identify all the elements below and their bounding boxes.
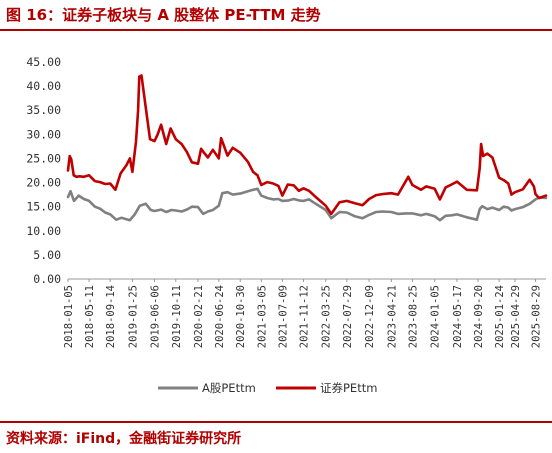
legend-label-a-share: A股PEttm xyxy=(202,381,256,395)
series-line-a-share xyxy=(66,187,548,222)
x-tick-label: 2025-08-29 xyxy=(530,285,542,348)
x-tick-label: 2020-10-30 xyxy=(235,285,247,348)
y-tick-label: 15.00 xyxy=(26,200,61,214)
x-tick-label: 2021-03-05 xyxy=(256,285,268,348)
y-axis: 0.00 5.00 10.00 15.00 20.00 25.00 30.00 35.00 40… xyxy=(26,55,61,286)
y-tick-label: 0.00 xyxy=(33,272,61,286)
x-tick-label: 2021-07-09 xyxy=(277,285,289,348)
x-tick-label: 2022-03-25 xyxy=(321,285,333,348)
x-tick-label: 2018-01-05 xyxy=(63,285,75,348)
x-tick-label: 2023-08-25 xyxy=(407,285,419,348)
y-tick-label: 40.00 xyxy=(26,79,61,93)
title-rule xyxy=(0,29,552,31)
x-tick-label: 2018-05-11 xyxy=(84,285,96,348)
x-tick-label: 2022-07-29 xyxy=(342,285,354,348)
x-tick-label: 2019-01-25 xyxy=(127,285,139,348)
x-tick-label: 2020-06-24 xyxy=(214,285,226,348)
y-tick-label: 30.00 xyxy=(26,127,61,141)
x-tick-label: 2018-09-14 xyxy=(105,285,117,348)
source-note: 资料来源：iFind，金融街证券研究所 xyxy=(6,431,242,447)
y-tick-label: 10.00 xyxy=(26,224,61,238)
series-layer xyxy=(66,74,548,222)
legend: A股PEttm 证券PEttm xyxy=(158,381,377,395)
x-tick-label: 2019-06-06 xyxy=(150,285,162,348)
x-tick-label: 2025-04-29 xyxy=(510,285,522,348)
x-tick-label: 2024-05-17 xyxy=(452,285,464,348)
y-tick-label: 25.00 xyxy=(26,151,61,165)
y-tick-label: 35.00 xyxy=(26,103,61,117)
legend-label-securities: 证券PEttm xyxy=(320,381,377,395)
x-tick-label: 2024-09-20 xyxy=(473,285,485,348)
chart-title: 图 16：证券子板块与 A 股整体 PE-TTM 走势 xyxy=(6,6,321,24)
x-tick-label: 2020-02-21 xyxy=(193,285,205,348)
y-tick-label: 45.00 xyxy=(26,55,61,69)
x-tick-label: 2019-10-11 xyxy=(171,285,183,348)
x-tick-label: 2025-01-24 xyxy=(494,285,506,348)
source-rule xyxy=(0,421,552,423)
x-tick-label: 2021-11-12 xyxy=(298,285,310,348)
pe-ttm-line-chart: 0.00 5.00 10.00 15.00 20.00 25.00 30.00 35.00 40… xyxy=(26,55,548,395)
x-axis: 2018-01-05 2018-05-11 2018-09-14 2019-01-25… xyxy=(63,278,546,348)
x-tick-label: 2024-01-05 xyxy=(430,285,442,348)
y-tick-label: 20.00 xyxy=(26,176,61,190)
x-tick-label: 2023-04-21 xyxy=(386,285,398,348)
series-line-securities xyxy=(66,74,548,216)
x-tick-label: 2022-12-09 xyxy=(364,285,376,348)
y-tick-label: 5.00 xyxy=(33,248,61,262)
